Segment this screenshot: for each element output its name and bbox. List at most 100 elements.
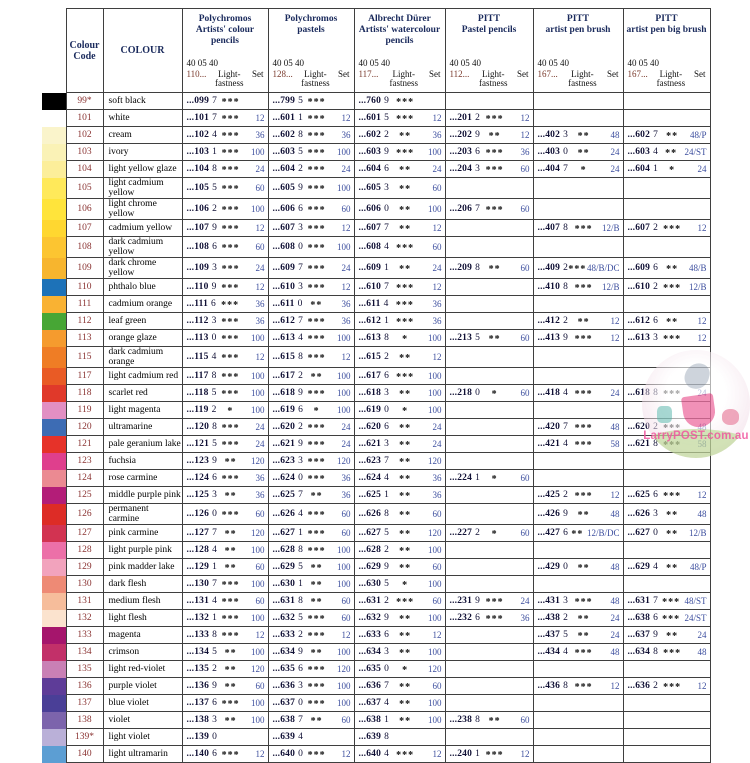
check-digit: 2 [298,422,303,432]
lightfastness-stars: *** [396,316,415,328]
article-number: ...604 1 [627,164,658,174]
product-cell: ...612 7 *** 36 [267,312,355,330]
set-size: 100 [251,147,265,157]
article-number: ...129 1 [186,562,217,572]
product-cell [622,295,711,313]
check-digit: 1 [212,147,217,157]
lightfastness-label: Light- fastness [301,69,330,88]
set-size: 100 [251,333,265,343]
article-number: ...640 4 [358,749,389,759]
lightfastness-stars: *** [221,630,240,642]
set-label: Set [516,69,529,79]
set-size: 12 [610,333,620,343]
product-cell: ...629 5 ** 100 [267,558,355,576]
set-label: Set [606,69,619,79]
product-cell: ...103 1 *** 100 [181,143,269,161]
set-size: 100 [251,613,265,623]
product-cell: ...125 3 ** 36 [181,486,269,504]
lightfastness-label: Light- fastness [656,69,686,88]
lightfastness-stars: ** [399,613,412,625]
check-digit: 1 [298,528,303,538]
article-number: ...630 1 [272,579,303,589]
article-number: ...627 1 [272,528,303,538]
lightfastness-stars: *** [221,299,240,311]
set-size: 24 [432,439,442,449]
check-digit: 1 [298,113,303,123]
set-size: 36 [255,299,265,309]
check-digit: 5 [211,388,217,398]
lightfastness-stars: ** [577,316,590,328]
product-cell: ...637 0 *** 100 [267,694,355,712]
product-cell: ...135 2 ** 120 [181,660,269,678]
article-number: ...438 2 [537,613,568,623]
product-cell: ...206 7 *** 60 [444,198,534,220]
table-row: 113 orange glaze ...113 0 *** 100 ...613 4 *** 10… [42,329,711,347]
article-number: ...612 7 [272,316,303,326]
set-size: 120 [251,664,265,674]
article-number: ...632 5 [272,613,303,623]
colour-name: light chrome yellow [102,198,183,220]
colour-code: 124 [65,469,104,487]
article-number: ...138 3 [186,715,217,725]
product-cell: ...604 6 ** 24 [353,160,446,178]
set-size: 36 [432,316,442,326]
lightfastness-stars: * [491,473,498,485]
lightfastness-stars: ** [224,528,237,540]
check-digit: 0 [212,509,217,519]
article-number: ...606 6 [272,204,303,214]
check-digit: 6 [212,749,217,759]
product-cell: ...618 8 *** 24 [622,384,711,402]
set-size: 48 [610,647,620,657]
set-size: 24 [341,164,351,174]
product-cell: ...632 5 *** 60 [267,609,355,627]
product-cell: ...602 7 ** 48/P [622,126,711,144]
product-cell: ...603 4 ** 24/ST [622,143,711,161]
product-subheader: 167... Light- fastness Set [624,69,709,88]
product-cell: ...421 4 *** 58 [532,435,624,453]
set-size: 12 [610,316,620,326]
check-digit: 8 [211,371,217,381]
product-cell: ...136 9 ** 60 [181,677,269,695]
lightfastness-stars: *** [221,204,240,216]
product-cell: ...621 8 *** 58 [622,435,711,453]
colour-code: 132 [65,609,104,627]
set-size: 24 [341,263,351,273]
check-digit: 6 [653,263,658,273]
check-digit: 4 [563,647,568,657]
article-number: ...218 0 [449,388,480,398]
check-digit: 2 [211,405,217,415]
colour-swatch [42,160,66,178]
check-digit: 3 [212,715,217,725]
lightfastness-stars: *** [307,473,326,485]
article-number: ...636 3 [272,681,303,691]
set-size: 60 [255,596,265,606]
product-cell: ...624 4 ** 36 [353,469,446,487]
article-number: ...437 5 [537,630,568,640]
product-cell: ...611 0 ** 36 [267,295,355,313]
lightfastness-stars: ** [399,164,412,176]
article-number: ...413 9 [537,333,568,343]
article-number: ...136 9 [186,681,217,691]
colour-swatch [42,92,66,110]
product-cell: ...112 3 *** 36 [181,312,269,330]
product-cell: ...606 0 ** 100 [353,198,446,220]
article-number: ...626 4 [272,509,303,519]
colour-code: 111 [65,295,104,313]
article-number: ...605 3 [358,183,389,193]
lightfastness-stars: *** [221,579,240,591]
colour-swatch [42,626,66,644]
lightfastness-stars: *** [307,698,326,710]
lightfastness-stars: *** [574,422,593,434]
lightfastness-stars: ** [577,147,590,159]
article-number: ...135 2 [186,664,217,674]
colour-name: light yellow glaze [102,160,183,178]
product-cell: ...621 3 ** 24 [353,435,446,453]
article-number: ...624 0 [272,473,303,483]
check-digit: 1 [475,749,480,759]
check-digit: 7 [475,204,480,214]
article-number: ...620 2 [627,422,658,432]
set-size: 100 [337,388,351,398]
check-digit: 6 [384,630,389,640]
lightfastness-stars: *** [485,147,504,159]
product-name: Albrecht Dürer Artists' watercolour penc… [358,14,441,46]
